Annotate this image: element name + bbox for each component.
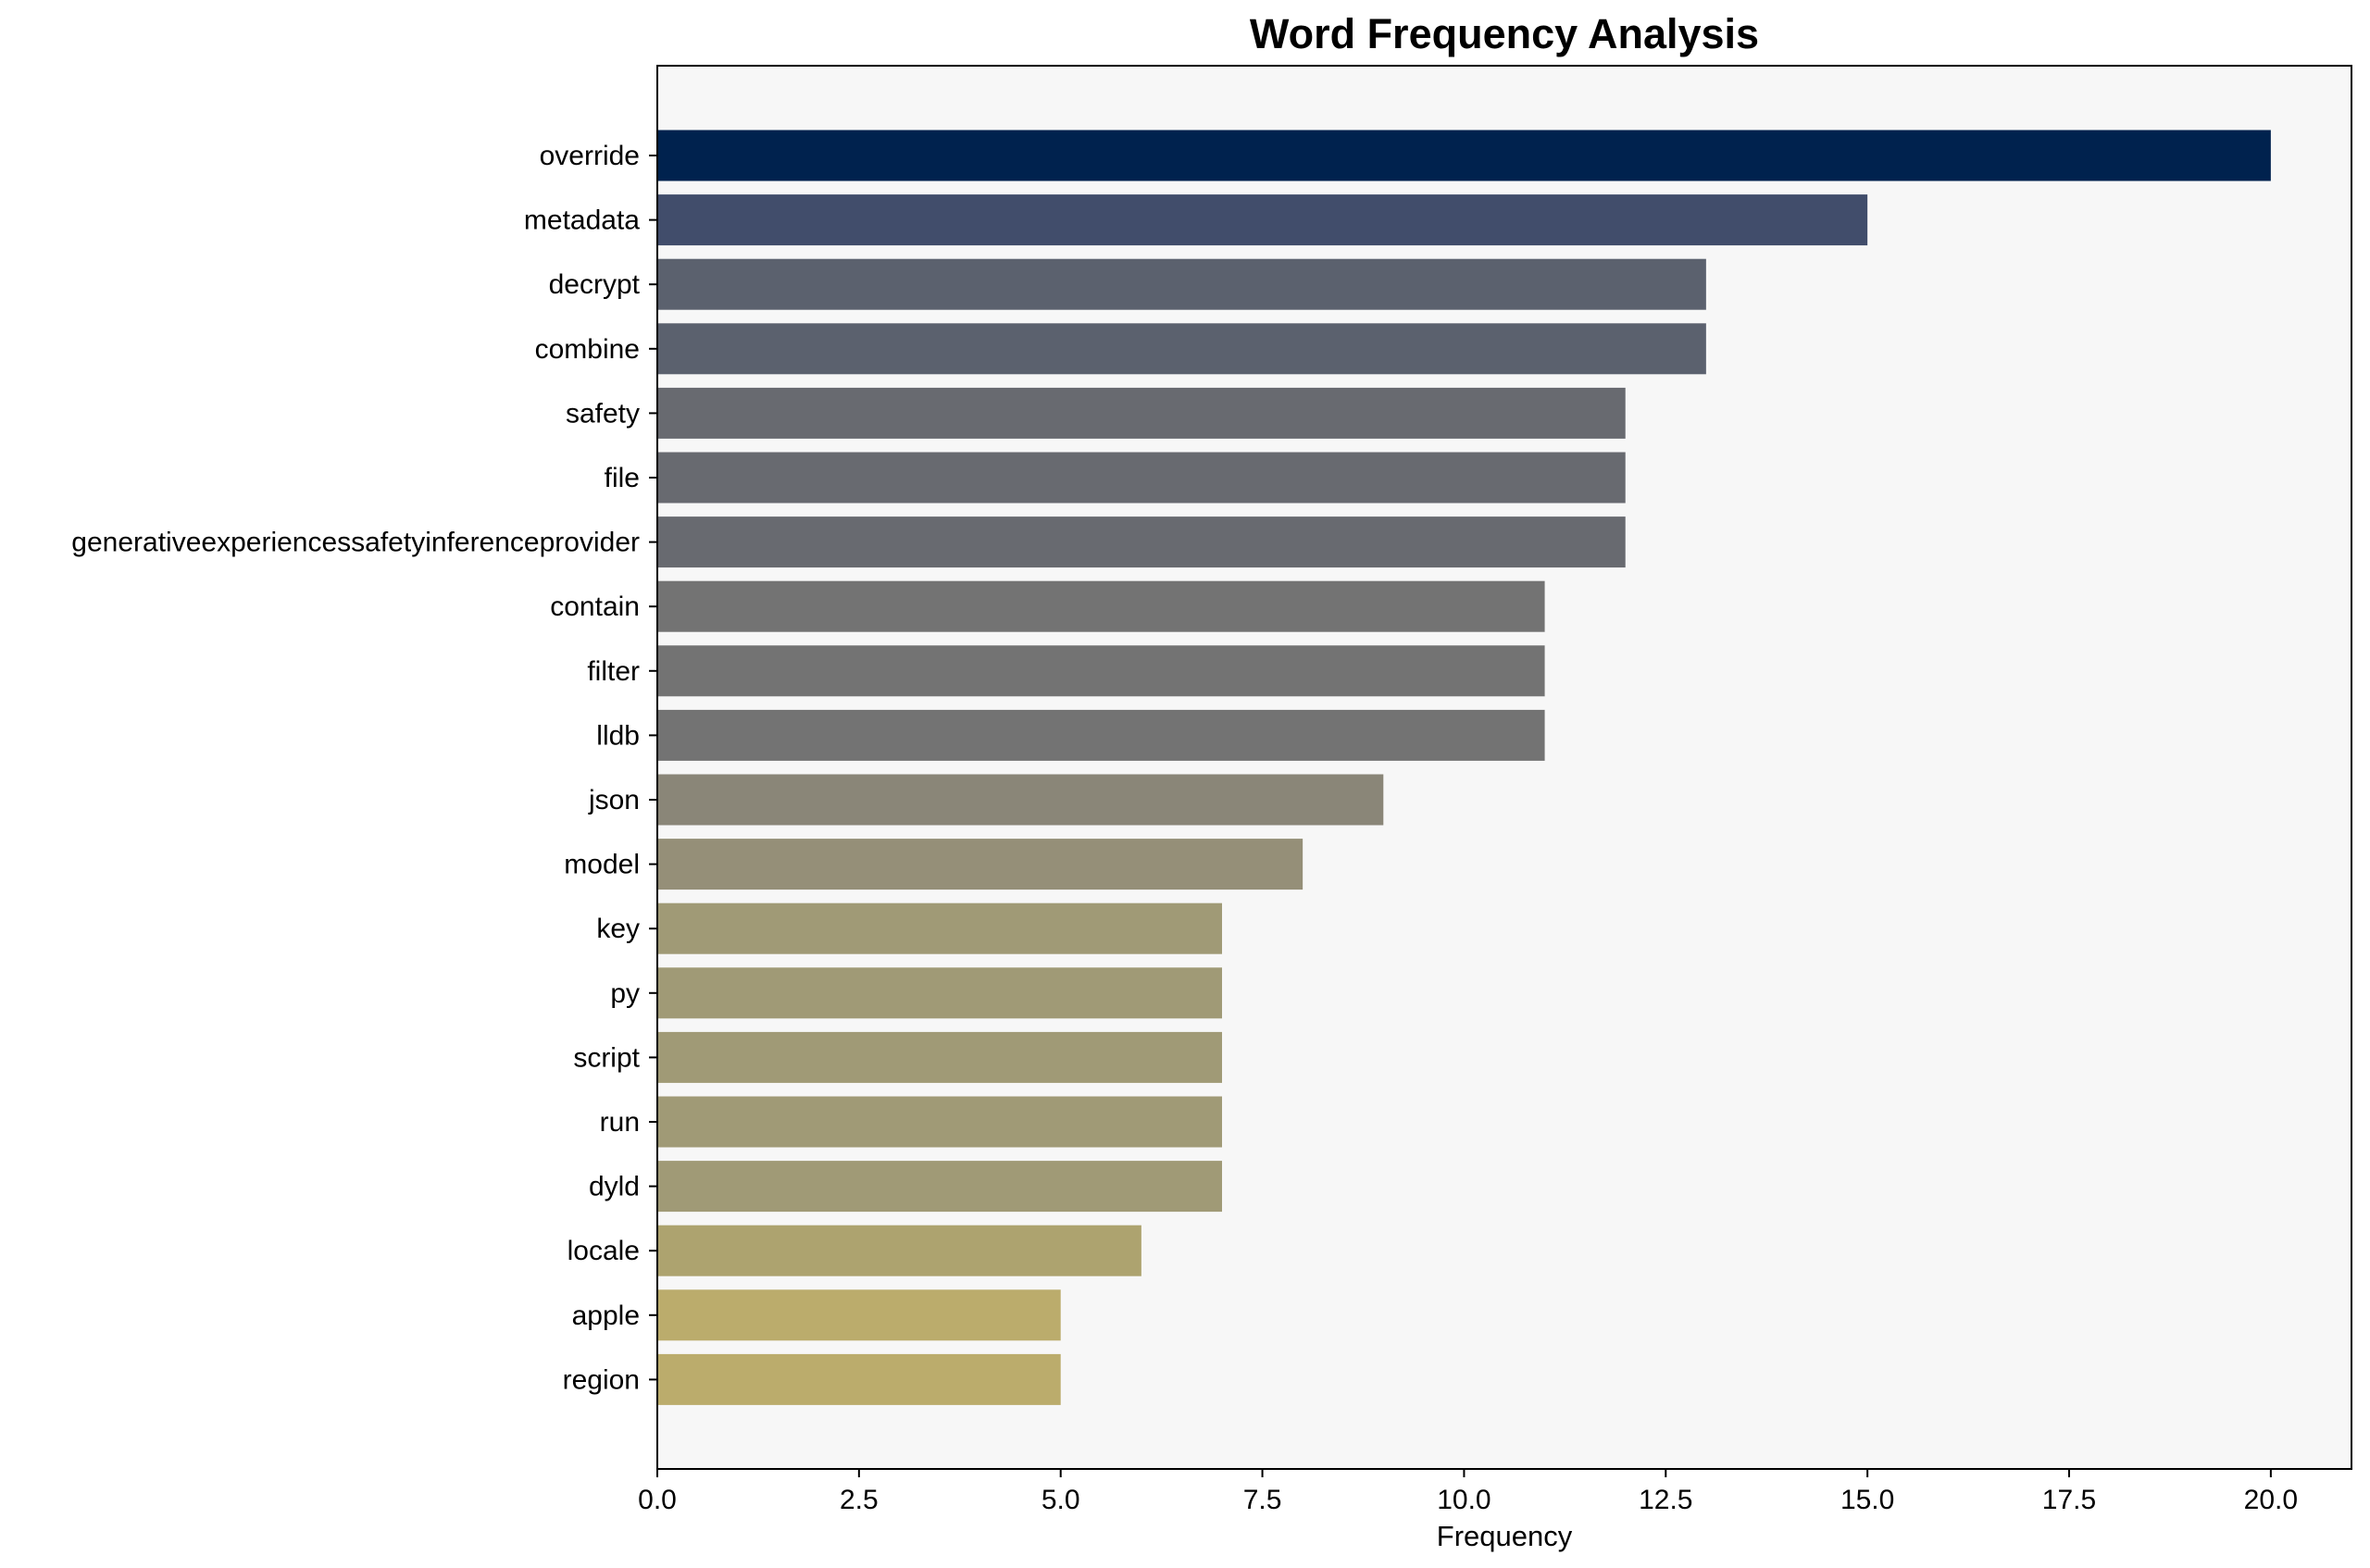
y-tick-label: script	[573, 1042, 640, 1073]
y-tick-label: model	[564, 850, 640, 880]
bar-override	[657, 130, 2271, 181]
bar-filter	[657, 645, 1545, 697]
bar-locale	[657, 1225, 1141, 1276]
x-tick-label: 20.0	[2244, 1485, 2298, 1515]
x-tick-label: 12.5	[1639, 1485, 1692, 1515]
bar-file	[657, 452, 1626, 504]
bar-metadata	[657, 194, 1868, 246]
bar-contain	[657, 580, 1545, 632]
y-tick-label: apple	[572, 1300, 640, 1331]
y-tick-label: py	[610, 978, 640, 1009]
y-axis-ticks: override metadata decrypt combine safety file…	[71, 141, 657, 1395]
y-tick-label: override	[540, 141, 640, 171]
bar-generativeexperiencessafetyinferenceprovider	[657, 516, 1626, 568]
bar-model	[657, 839, 1304, 890]
bar-json	[657, 774, 1384, 826]
y-tick-label: contain	[550, 591, 640, 622]
x-tick-label: 2.5	[840, 1485, 879, 1515]
x-tick-label: 15.0	[1840, 1485, 1894, 1515]
y-tick-label: key	[596, 914, 640, 944]
bar-run	[657, 1096, 1222, 1148]
y-tick-label: safety	[566, 398, 640, 429]
chart-title: Word Frequency Analysis	[1250, 10, 1759, 57]
bar-script	[657, 1031, 1222, 1083]
bar-apple	[657, 1289, 1061, 1341]
bar-combine	[657, 323, 1706, 375]
bar-py	[657, 967, 1222, 1019]
x-axis-label: Frequency	[1437, 1520, 1573, 1552]
y-tick-label: region	[563, 1364, 640, 1395]
x-tick-label: 17.5	[2042, 1485, 2096, 1515]
y-tick-label: generativeexperiencessafetyinferenceprov…	[71, 528, 640, 558]
x-tick-label: 0.0	[638, 1485, 677, 1515]
y-tick-label: file	[605, 463, 640, 493]
bar-dyld	[657, 1161, 1222, 1213]
bar-decrypt	[657, 258, 1706, 310]
y-tick-label: metadata	[524, 205, 640, 236]
bars-group	[657, 130, 2271, 1405]
plot-frame	[656, 65, 2352, 1470]
y-tick-label: locale	[568, 1236, 640, 1266]
bar-lldb	[657, 709, 1545, 761]
y-tick-label: filter	[587, 656, 640, 687]
y-tick-label: json	[588, 785, 640, 815]
x-tick-label: 10.0	[1437, 1485, 1491, 1515]
bar-region	[657, 1353, 1061, 1405]
y-tick-label: decrypt	[549, 269, 641, 300]
y-tick-label: lldb	[596, 720, 640, 751]
x-tick-label: 5.0	[1042, 1485, 1080, 1515]
y-tick-label: run	[600, 1107, 640, 1138]
bar-key	[657, 902, 1222, 954]
y-tick-label: dyld	[589, 1172, 640, 1202]
x-tick-label: 7.5	[1243, 1485, 1282, 1515]
x-axis-ticks: 0.0 2.5 5.0 7.5 10.0 12.5 15.0 17.5 20.0	[638, 1469, 2298, 1515]
bar-safety	[657, 387, 1626, 439]
y-tick-label: combine	[535, 334, 640, 365]
